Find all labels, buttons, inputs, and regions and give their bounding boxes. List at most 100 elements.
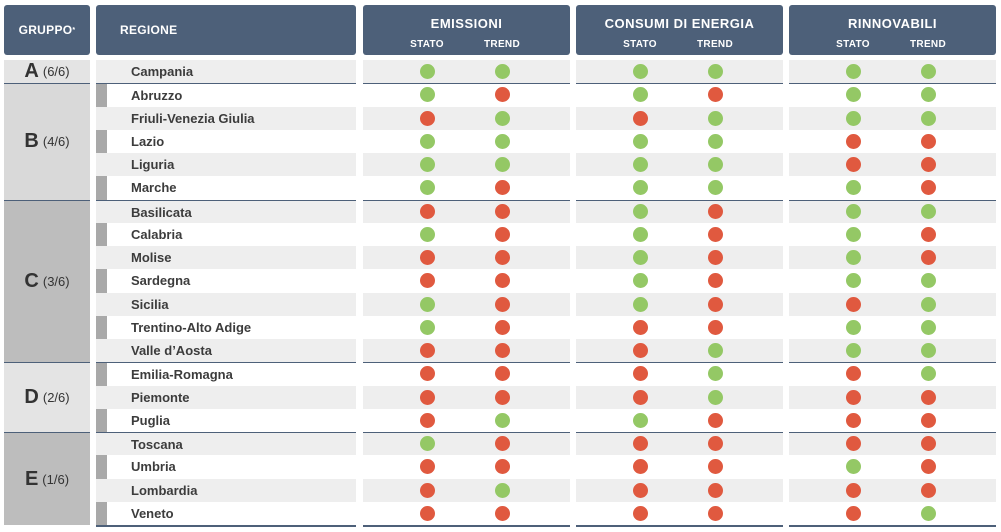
region-name: Abruzzo — [131, 88, 183, 104]
status-dot-red — [419, 203, 435, 219]
table-row-cell-bg — [576, 502, 783, 525]
status-dot-red — [845, 436, 861, 451]
table-row-cell-bg — [363, 153, 570, 176]
status-dot-red — [707, 273, 723, 289]
status-dot-red — [920, 250, 936, 265]
region-name: Sardegna — [131, 273, 191, 289]
table-row-cell-bg — [363, 176, 570, 199]
header-emissioni-trend: TREND — [484, 39, 520, 50]
table-row-cell-bg — [789, 385, 996, 409]
table-row-cell-bg — [576, 478, 783, 502]
bottom-divider — [363, 525, 570, 527]
table-row-cell-bg — [363, 199, 570, 223]
table-row-cell-bg — [789, 316, 996, 339]
region-name: Campania — [131, 64, 194, 79]
status-dot-red — [920, 157, 936, 172]
region-name: Sicilia — [131, 296, 169, 312]
status-dot-red — [707, 459, 723, 475]
table-row-cell-bg — [576, 432, 783, 455]
table-row-cell-bg — [363, 362, 570, 385]
status-dot-green — [632, 412, 648, 428]
status-dot-green — [632, 296, 648, 312]
status-dot-red — [845, 366, 861, 382]
group-letter: C — [24, 269, 39, 292]
status-dot-green — [845, 180, 861, 196]
status-dot-green — [419, 226, 435, 242]
table-row: Campania — [96, 60, 356, 83]
status-dot-green — [419, 87, 435, 103]
status-dot-green — [419, 296, 435, 312]
table-row-cell-bg — [363, 339, 570, 362]
table-row-cell-bg — [789, 409, 996, 432]
table-row: Umbria — [96, 455, 356, 478]
header-emissioni: EMISSIONI STATO TREND — [363, 5, 570, 55]
status-dot-green — [632, 133, 648, 149]
table-row-cell-bg — [789, 130, 996, 153]
status-dot-green — [707, 180, 723, 196]
header-rinnovabili-stato: STATO — [836, 39, 870, 50]
status-dot-red — [632, 482, 648, 498]
table-row: Friuli-Venezia Giulia — [96, 106, 356, 130]
region-name: Lazio — [131, 133, 165, 149]
table-row-cell-bg — [576, 269, 783, 292]
group-letter: E — [24, 467, 39, 490]
status-dot-green — [707, 110, 723, 126]
status-dot-red — [419, 110, 435, 126]
status-dot-red — [707, 87, 723, 103]
status-dot-red — [707, 505, 723, 521]
table-row-cell-bg — [576, 385, 783, 409]
status-dot-red — [494, 319, 510, 335]
table-row-cell-bg — [363, 106, 570, 130]
status-dot-red — [632, 319, 648, 335]
group-count: (6/6) — [42, 64, 70, 80]
table-row-cell-bg — [576, 83, 783, 106]
bottom-divider — [96, 525, 356, 527]
status-dot-green — [419, 157, 435, 172]
region-name: Liguria — [131, 157, 175, 172]
table-row-cell-bg — [576, 316, 783, 339]
status-dot-red — [920, 133, 936, 149]
group-bar — [96, 199, 107, 363]
table-row-cell-bg — [789, 83, 996, 106]
status-dot-green — [419, 180, 435, 196]
status-dot-red — [632, 389, 648, 405]
status-dot-red — [419, 459, 435, 475]
status-dot-red — [707, 412, 723, 428]
status-dot-green — [632, 203, 648, 219]
group-e: E (1/6) — [4, 432, 90, 525]
region-name: Calabria — [131, 226, 183, 242]
status-dot-green — [920, 343, 936, 358]
status-dot-red — [632, 436, 648, 451]
status-dot-green — [632, 64, 648, 79]
region-name: Lombardia — [131, 482, 198, 498]
table-row: Valle d’Aosta — [96, 339, 356, 362]
group-d: D (2/6) — [4, 362, 90, 432]
status-dot-green — [920, 366, 936, 382]
status-dot-green — [845, 226, 861, 242]
header-consumi: CONSUMI DI ENERGIA STATO TREND — [576, 5, 783, 55]
status-dot-red — [845, 412, 861, 428]
table-row-cell-bg — [363, 246, 570, 269]
table-row-cell-bg — [363, 292, 570, 316]
status-dot-green — [920, 64, 936, 79]
status-dot-red — [920, 436, 936, 451]
status-dot-red — [494, 505, 510, 521]
status-dot-red — [845, 505, 861, 521]
status-dot-green — [845, 319, 861, 335]
table-row: Piemonte — [96, 385, 356, 409]
header-rinnovabili-trend: TREND — [910, 39, 946, 50]
table-row-cell-bg — [576, 130, 783, 153]
status-dot-green — [632, 87, 648, 103]
table-row-cell-bg — [576, 106, 783, 130]
region-name: Puglia — [131, 412, 171, 428]
table-row-cell-bg — [576, 153, 783, 176]
status-dot-green — [494, 133, 510, 149]
header-gruppo-mark: * — [72, 26, 76, 34]
group-letter: D — [24, 386, 39, 409]
table-row: Emilia-Romagna — [96, 362, 356, 385]
status-dot-green — [845, 459, 861, 475]
table-row: Basilicata — [96, 199, 356, 223]
region-name: Trentino-Alto Adige — [131, 319, 252, 335]
table-row: Liguria — [96, 153, 356, 176]
